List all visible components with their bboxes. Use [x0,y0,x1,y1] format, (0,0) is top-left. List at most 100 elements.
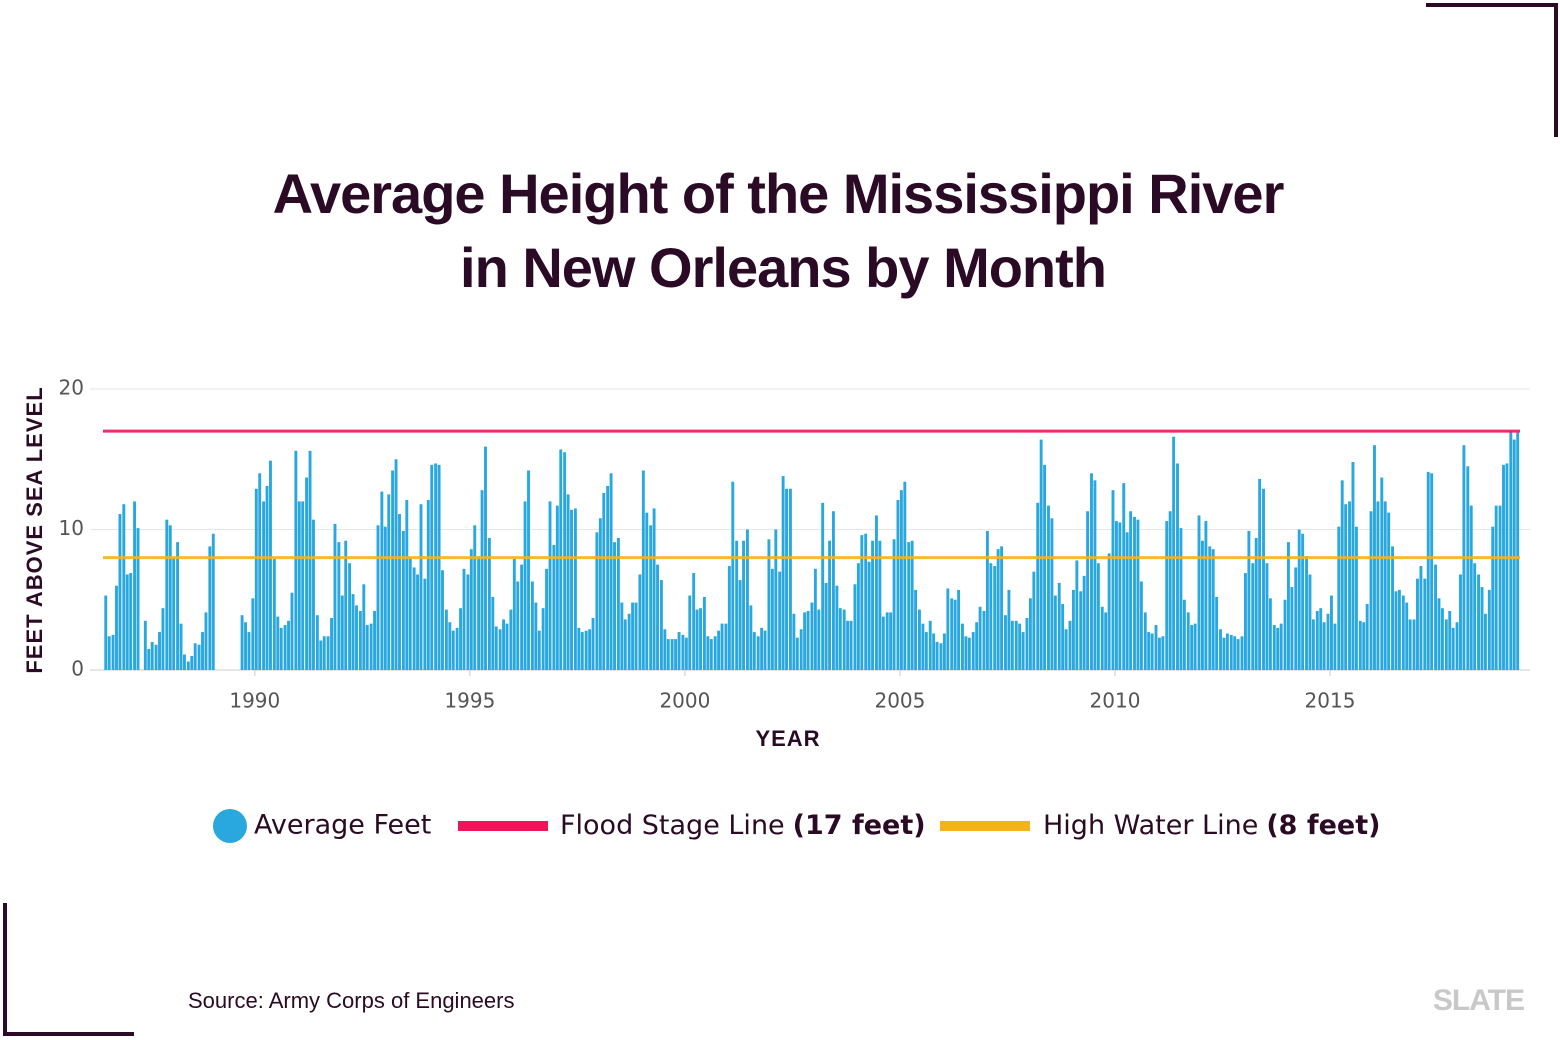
bar [1147,632,1151,670]
bar [881,616,885,670]
bar [201,632,204,670]
bar [745,529,749,670]
bar [942,633,946,670]
bar [455,627,459,670]
bar [430,464,434,670]
bar [899,490,903,670]
bar [846,620,850,670]
bar [502,619,506,670]
bar [742,540,746,670]
bar [760,627,764,670]
legend-name: High Water Line [1043,810,1258,841]
bar [935,641,939,670]
corner-bracket [1426,3,1558,137]
bar [1064,629,1068,670]
bar [914,589,918,670]
bar [290,592,294,670]
legend-name: Flood Stage Line [560,810,785,841]
bar [695,609,699,670]
bar [1165,521,1169,670]
bar [537,630,541,670]
bar [570,509,573,670]
bar [767,539,771,670]
bar [616,537,620,670]
bar [1416,578,1419,670]
bar [294,450,298,670]
bar [645,512,649,670]
bar [971,632,975,670]
bar [1219,629,1222,670]
bar [810,602,814,670]
bar [183,654,186,670]
bar [1047,505,1050,670]
bar [297,501,301,670]
bar [878,540,882,670]
bar [1394,591,1398,670]
bar [1032,571,1036,670]
bar [279,627,283,670]
bar [408,557,412,670]
bar [358,610,362,670]
bar [1125,532,1129,670]
bar [1319,608,1323,670]
y-tick-label: 20 [59,376,84,400]
bar [394,459,398,670]
bar [505,623,509,670]
bar [322,636,326,670]
bar [545,568,549,670]
bar [595,532,599,670]
bar [365,625,369,670]
bar [853,584,857,670]
bar [118,514,122,670]
bar [749,605,753,670]
bar [573,508,577,670]
bar [355,605,358,670]
bar [272,559,276,670]
bar [770,568,774,670]
bar [752,632,756,670]
bar [849,620,853,670]
bar [265,485,269,670]
bar [602,492,606,670]
bar [1369,511,1373,670]
bar [1358,620,1362,670]
bar [1397,589,1401,670]
bar [129,573,133,670]
bar [1265,563,1269,670]
bar [566,494,570,670]
bar [283,625,287,670]
bar [251,598,255,670]
bar [1437,598,1441,670]
bar [1143,612,1147,670]
bar [563,452,567,670]
legend-value: (8 feet) [1266,810,1380,841]
bar [204,612,208,670]
bar [580,632,584,670]
bar [1251,563,1255,670]
bar [469,549,473,670]
bar [179,623,183,670]
bar [577,627,581,670]
bar [1480,587,1484,670]
bar [1068,620,1072,670]
bar [1100,606,1104,670]
legend-value: (17 feet) [793,810,926,841]
bar [774,529,778,670]
bar [699,608,702,670]
bar [735,540,739,670]
bar [1086,511,1090,670]
bar [208,546,212,670]
bar [1021,632,1025,670]
legend-label: Average Feet [254,810,431,841]
bar [419,504,423,670]
bar [1129,511,1133,670]
bar [649,525,653,670]
bar [950,598,954,670]
bar [692,573,696,670]
bar [1157,637,1161,670]
bar [1215,596,1219,670]
bar [1477,574,1481,670]
bar [985,530,989,670]
x-tick-label: 2010 [1090,689,1141,713]
bar [269,460,272,670]
